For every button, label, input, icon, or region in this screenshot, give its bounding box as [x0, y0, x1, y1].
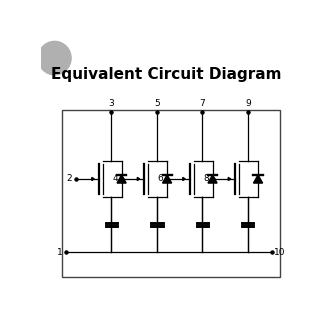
Text: 3: 3: [109, 99, 114, 108]
Text: 1: 1: [56, 248, 62, 257]
Text: 8: 8: [203, 174, 209, 183]
Polygon shape: [117, 175, 126, 183]
Bar: [62, 110, 279, 277]
Text: Equivalent Circuit Diagram: Equivalent Circuit Diagram: [51, 67, 281, 82]
Polygon shape: [92, 177, 94, 180]
Text: 6: 6: [157, 174, 163, 183]
Text: 4: 4: [112, 174, 118, 183]
Polygon shape: [208, 175, 217, 183]
Polygon shape: [254, 175, 262, 183]
Text: 2: 2: [67, 174, 72, 183]
Text: 9: 9: [245, 99, 251, 108]
Polygon shape: [183, 177, 185, 180]
Polygon shape: [163, 175, 171, 183]
Text: 5: 5: [154, 99, 160, 108]
Text: 7: 7: [200, 99, 205, 108]
Circle shape: [38, 41, 71, 75]
Text: 10: 10: [274, 248, 286, 257]
Polygon shape: [137, 177, 140, 180]
Polygon shape: [228, 177, 231, 180]
